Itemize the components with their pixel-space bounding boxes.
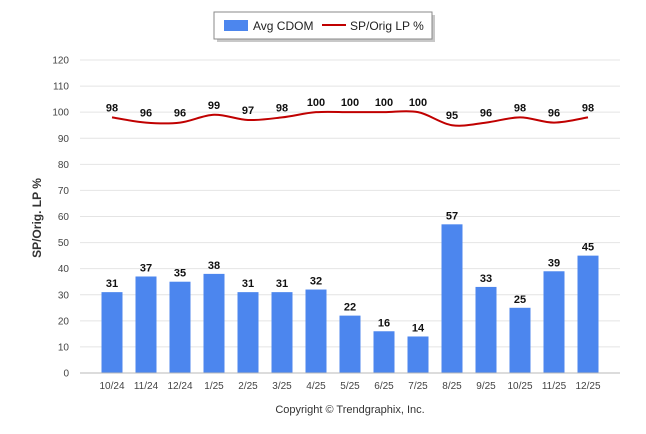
bar-6-25 bbox=[373, 331, 395, 373]
line-value-label: 98 bbox=[276, 102, 288, 114]
bar-2-25 bbox=[237, 292, 259, 373]
line-value-label: 100 bbox=[307, 97, 325, 109]
y-axis-ticks: 0 10 20 30 40 50 60 70 80 90 100 110 120 bbox=[52, 56, 69, 380]
bar-value-label: 57 bbox=[446, 210, 458, 222]
bar-10-24 bbox=[101, 292, 123, 373]
bar-data-labels: 31 37 35 38 31 31 32 22 16 14 57 33 25 39 45 bbox=[106, 210, 594, 334]
bar-value-label: 37 bbox=[140, 262, 152, 274]
x-axis-ticks: 10/24 11/24 12/24 1/25 2/25 3/25 4/25 5/25 6/25 7… bbox=[99, 381, 600, 392]
x-tick-label: 4/25 bbox=[306, 381, 326, 392]
line-value-label: 98 bbox=[582, 102, 594, 114]
line-value-label: 100 bbox=[409, 97, 427, 109]
bar-value-label: 35 bbox=[174, 268, 186, 280]
line-value-label: 96 bbox=[480, 108, 492, 120]
bar-value-label: 22 bbox=[344, 302, 356, 314]
bar-value-label: 39 bbox=[548, 257, 560, 269]
x-tick-label: 2/25 bbox=[238, 381, 258, 392]
bar-value-label: 16 bbox=[378, 317, 390, 329]
legend-bar-label: Avg CDOM bbox=[253, 19, 313, 33]
x-tick-label: 8/25 bbox=[442, 381, 462, 392]
y-tick-label: 120 bbox=[52, 56, 69, 67]
bar-value-label: 14 bbox=[412, 322, 425, 334]
y-tick-label: 60 bbox=[58, 212, 70, 223]
x-tick-label: 12/25 bbox=[575, 381, 600, 392]
x-tick-label: 3/25 bbox=[272, 381, 292, 392]
bar-7-25 bbox=[407, 336, 429, 373]
x-tick-label: 7/25 bbox=[408, 381, 428, 392]
bar-value-label: 25 bbox=[514, 294, 526, 306]
bar-11-25 bbox=[543, 271, 565, 373]
bar-value-label: 31 bbox=[106, 278, 118, 290]
y-tick-label: 50 bbox=[58, 238, 70, 249]
y-tick-label: 0 bbox=[63, 369, 69, 380]
line-value-label: 98 bbox=[514, 102, 526, 114]
bar-5-25 bbox=[339, 315, 361, 373]
bar-12-24 bbox=[169, 281, 191, 373]
y-tick-label: 70 bbox=[58, 186, 70, 197]
line-data-labels: 98 96 96 99 97 98 100 100 100 100 95 96 98 96 98 bbox=[106, 97, 594, 122]
y-tick-label: 100 bbox=[52, 108, 69, 119]
x-tick-label: 12/24 bbox=[167, 381, 192, 392]
bar-value-label: 45 bbox=[582, 242, 594, 254]
legend-bar-swatch bbox=[224, 20, 248, 31]
bar-series-avg-cdom bbox=[101, 224, 599, 373]
bar-value-label: 31 bbox=[242, 278, 254, 290]
line-value-label: 97 bbox=[242, 105, 254, 117]
bar-value-label: 32 bbox=[310, 276, 322, 288]
x-tick-label: 11/24 bbox=[134, 381, 159, 392]
bar-9-25 bbox=[475, 286, 497, 373]
bar-value-label: 31 bbox=[276, 278, 288, 290]
bar-3-25 bbox=[271, 292, 293, 373]
x-tick-label: 10/25 bbox=[507, 381, 532, 392]
bar-1-25 bbox=[203, 273, 225, 373]
x-tick-label: 9/25 bbox=[476, 381, 496, 392]
line-value-label: 99 bbox=[208, 100, 220, 112]
bar-11-24 bbox=[135, 276, 157, 373]
y-tick-label: 30 bbox=[58, 290, 70, 301]
bar-value-label: 33 bbox=[480, 273, 492, 285]
bar-10-25 bbox=[509, 307, 531, 373]
line-value-label: 96 bbox=[174, 108, 186, 120]
x-tick-label: 5/25 bbox=[340, 381, 360, 392]
copyright-footer: Copyright © Trendgraphix, Inc. bbox=[275, 404, 424, 416]
line-value-label: 98 bbox=[106, 102, 118, 114]
y-tick-label: 10 bbox=[58, 342, 70, 353]
x-tick-label: 11/25 bbox=[542, 381, 567, 392]
y-tick-label: 110 bbox=[53, 82, 69, 93]
line-value-label: 95 bbox=[446, 110, 458, 122]
legend-line-label: SP/Orig LP % bbox=[350, 19, 424, 33]
line-value-label: 96 bbox=[140, 108, 152, 120]
x-tick-label: 1/25 bbox=[204, 381, 224, 392]
line-value-label: 100 bbox=[341, 97, 359, 109]
bar-8-25 bbox=[441, 224, 463, 373]
line-series-sp-orig-lp bbox=[111, 110, 589, 127]
legend[interactable]: Avg CDOM SP/Orig LP % bbox=[213, 11, 435, 42]
bar-4-25 bbox=[305, 289, 327, 373]
bar-value-label: 38 bbox=[208, 260, 220, 272]
x-tick-label: 6/25 bbox=[374, 381, 394, 392]
line-value-label: 96 bbox=[548, 108, 560, 120]
y-tick-label: 90 bbox=[58, 134, 70, 145]
bar-12-25 bbox=[577, 255, 599, 373]
x-tick-label: 10/24 bbox=[99, 381, 124, 392]
line-value-label: 100 bbox=[375, 97, 393, 109]
y-tick-label: 80 bbox=[58, 160, 70, 171]
sp-orig-lp-line bbox=[111, 110, 589, 127]
y-tick-label: 20 bbox=[58, 316, 70, 327]
y-axis-title: SP/Orig. LP % bbox=[30, 178, 44, 258]
y-tick-label: 40 bbox=[58, 264, 70, 275]
